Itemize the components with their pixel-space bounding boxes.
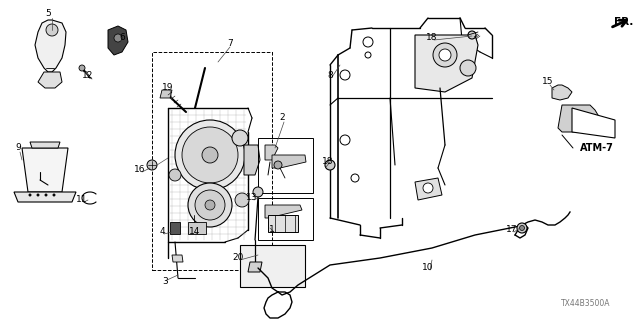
Circle shape xyxy=(468,31,476,39)
Polygon shape xyxy=(248,262,262,272)
Circle shape xyxy=(188,183,232,227)
Polygon shape xyxy=(265,145,278,160)
Circle shape xyxy=(274,161,282,169)
Text: 15: 15 xyxy=(542,77,554,86)
Text: 20: 20 xyxy=(232,253,244,262)
Circle shape xyxy=(45,194,47,196)
Circle shape xyxy=(79,65,85,71)
Text: 12: 12 xyxy=(83,70,93,79)
Text: 5: 5 xyxy=(45,10,51,19)
Circle shape xyxy=(52,194,55,196)
Circle shape xyxy=(182,127,238,183)
Polygon shape xyxy=(22,148,68,192)
Text: 1: 1 xyxy=(269,226,275,235)
Bar xyxy=(258,138,313,193)
Circle shape xyxy=(147,160,157,170)
Circle shape xyxy=(520,226,525,230)
Text: 18: 18 xyxy=(426,34,438,43)
Bar xyxy=(240,245,305,287)
Circle shape xyxy=(363,37,373,47)
Text: ATM-7: ATM-7 xyxy=(580,143,614,153)
Circle shape xyxy=(340,135,350,145)
Circle shape xyxy=(340,70,350,80)
Polygon shape xyxy=(30,142,60,148)
Text: 7: 7 xyxy=(227,38,233,47)
Text: 10: 10 xyxy=(422,263,434,273)
Polygon shape xyxy=(160,90,172,98)
Circle shape xyxy=(325,160,335,170)
Text: 9: 9 xyxy=(15,143,21,153)
Circle shape xyxy=(423,183,433,193)
Text: 11: 11 xyxy=(76,196,88,204)
Text: FR.: FR. xyxy=(614,17,634,27)
Polygon shape xyxy=(14,192,76,202)
Circle shape xyxy=(433,43,457,67)
Circle shape xyxy=(46,24,58,36)
Text: 16: 16 xyxy=(134,165,146,174)
Polygon shape xyxy=(268,215,298,232)
Polygon shape xyxy=(108,26,128,55)
Circle shape xyxy=(253,187,263,197)
Circle shape xyxy=(460,60,476,76)
Polygon shape xyxy=(572,108,615,138)
Polygon shape xyxy=(415,35,478,92)
Circle shape xyxy=(114,34,122,42)
Text: 13: 13 xyxy=(246,194,258,203)
Polygon shape xyxy=(552,85,572,100)
Circle shape xyxy=(517,223,527,233)
Text: 18: 18 xyxy=(323,157,333,166)
Polygon shape xyxy=(172,255,183,262)
Circle shape xyxy=(29,194,31,196)
Text: 4: 4 xyxy=(159,228,165,236)
Text: 2: 2 xyxy=(279,114,285,123)
Bar xyxy=(188,222,206,234)
Polygon shape xyxy=(38,72,62,88)
Polygon shape xyxy=(415,178,442,200)
Text: 17: 17 xyxy=(506,226,518,235)
Polygon shape xyxy=(272,155,306,168)
Circle shape xyxy=(202,147,218,163)
Bar xyxy=(258,198,313,240)
Text: 3: 3 xyxy=(162,277,168,286)
Circle shape xyxy=(36,194,39,196)
Circle shape xyxy=(205,200,215,210)
Circle shape xyxy=(175,120,245,190)
Circle shape xyxy=(351,174,359,182)
Text: 8: 8 xyxy=(327,70,333,79)
Polygon shape xyxy=(558,105,598,132)
Circle shape xyxy=(169,169,181,181)
Text: 19: 19 xyxy=(163,84,173,92)
Polygon shape xyxy=(244,145,260,175)
Circle shape xyxy=(195,190,225,220)
Polygon shape xyxy=(265,205,302,218)
Circle shape xyxy=(365,52,371,58)
Circle shape xyxy=(235,193,249,207)
Text: TX44B3500A: TX44B3500A xyxy=(561,299,610,308)
Text: 14: 14 xyxy=(189,228,201,236)
Bar xyxy=(170,222,180,234)
Circle shape xyxy=(439,49,451,61)
Circle shape xyxy=(232,130,248,146)
Text: 6: 6 xyxy=(119,34,125,43)
Bar xyxy=(152,52,272,270)
Polygon shape xyxy=(35,20,66,72)
